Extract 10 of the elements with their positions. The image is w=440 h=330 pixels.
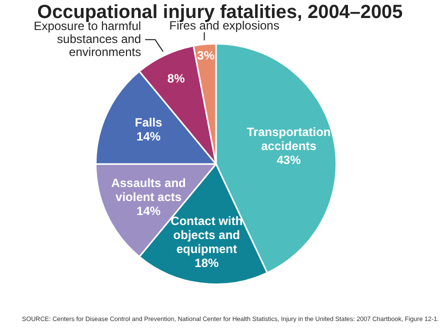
- data-label: 8%: [167, 71, 186, 86]
- slice-label: Contact with objects and equipment: [170, 214, 243, 256]
- slice-label: Falls: [134, 116, 163, 130]
- data-label: 14%: [136, 204, 161, 218]
- data-label: 18%: [194, 256, 219, 270]
- data-label: 43%: [276, 153, 302, 167]
- slice-label: Assaults and violent acts: [111, 176, 186, 204]
- data-label: 14%: [136, 130, 161, 144]
- slice-label: Transportation accidents: [246, 125, 331, 153]
- data-label: 3%: [197, 48, 215, 63]
